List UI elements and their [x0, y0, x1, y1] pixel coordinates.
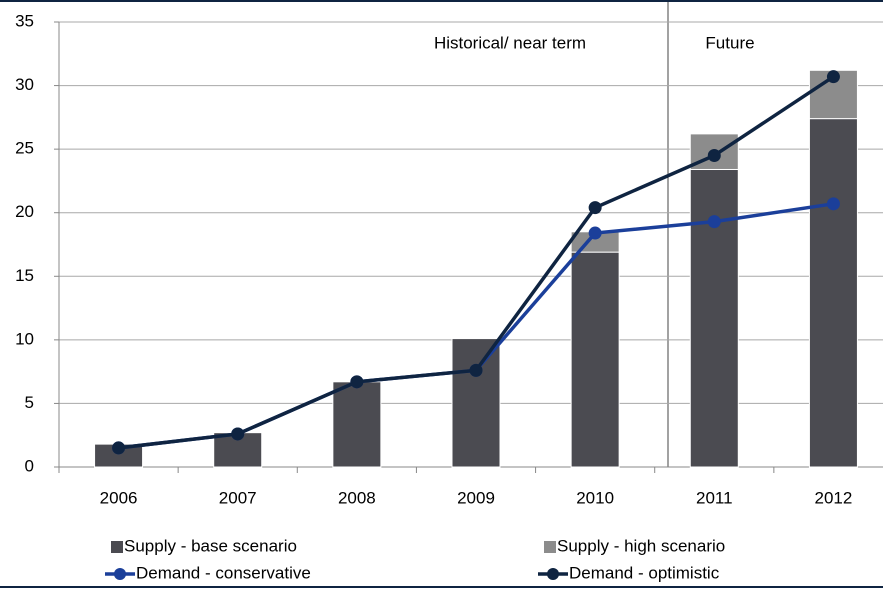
y-tick-label: 0 [25, 456, 34, 475]
marker [707, 149, 721, 162]
y-tick-label: 20 [15, 202, 34, 221]
legend-label: Supply - base scenario [124, 536, 297, 555]
bar [332, 381, 382, 468]
legend-swatch [111, 541, 123, 553]
marker [112, 441, 126, 455]
y-tick-label: 35 [15, 11, 34, 30]
bar [570, 251, 620, 468]
marker [707, 215, 721, 229]
x-tick-label: 2009 [457, 488, 495, 507]
bar [689, 168, 739, 468]
marker [231, 427, 245, 441]
legend-swatch [544, 541, 556, 553]
legend-label: Demand - optimistic [569, 563, 720, 582]
marker [826, 70, 840, 84]
marker [469, 363, 483, 377]
marker [588, 226, 602, 240]
x-tick-label: 2011 [696, 488, 733, 507]
legend-marker [114, 568, 126, 580]
y-tick-label: 15 [15, 266, 34, 285]
y-tick-label: 25 [15, 139, 34, 158]
legend-label: Demand - conservative [136, 563, 311, 582]
x-tick-label: 2012 [815, 488, 853, 507]
legend-label: Supply - high scenario [557, 536, 725, 555]
legend-marker [547, 568, 559, 580]
y-tick-label: 5 [25, 393, 34, 412]
x-tick-label: 2010 [576, 488, 614, 507]
y-tick-label: 30 [15, 75, 34, 94]
annotation: Future [705, 33, 754, 52]
x-tick-label: 2008 [338, 488, 376, 507]
annotation: Historical/ near term [434, 33, 586, 52]
marker [588, 201, 602, 215]
x-tick-label: 2007 [219, 488, 257, 507]
marker [350, 375, 364, 389]
y-tick-label: 10 [15, 329, 34, 348]
marker [826, 197, 840, 211]
bar [808, 118, 858, 468]
bar [451, 338, 501, 468]
x-tick-label: 2006 [100, 488, 138, 507]
